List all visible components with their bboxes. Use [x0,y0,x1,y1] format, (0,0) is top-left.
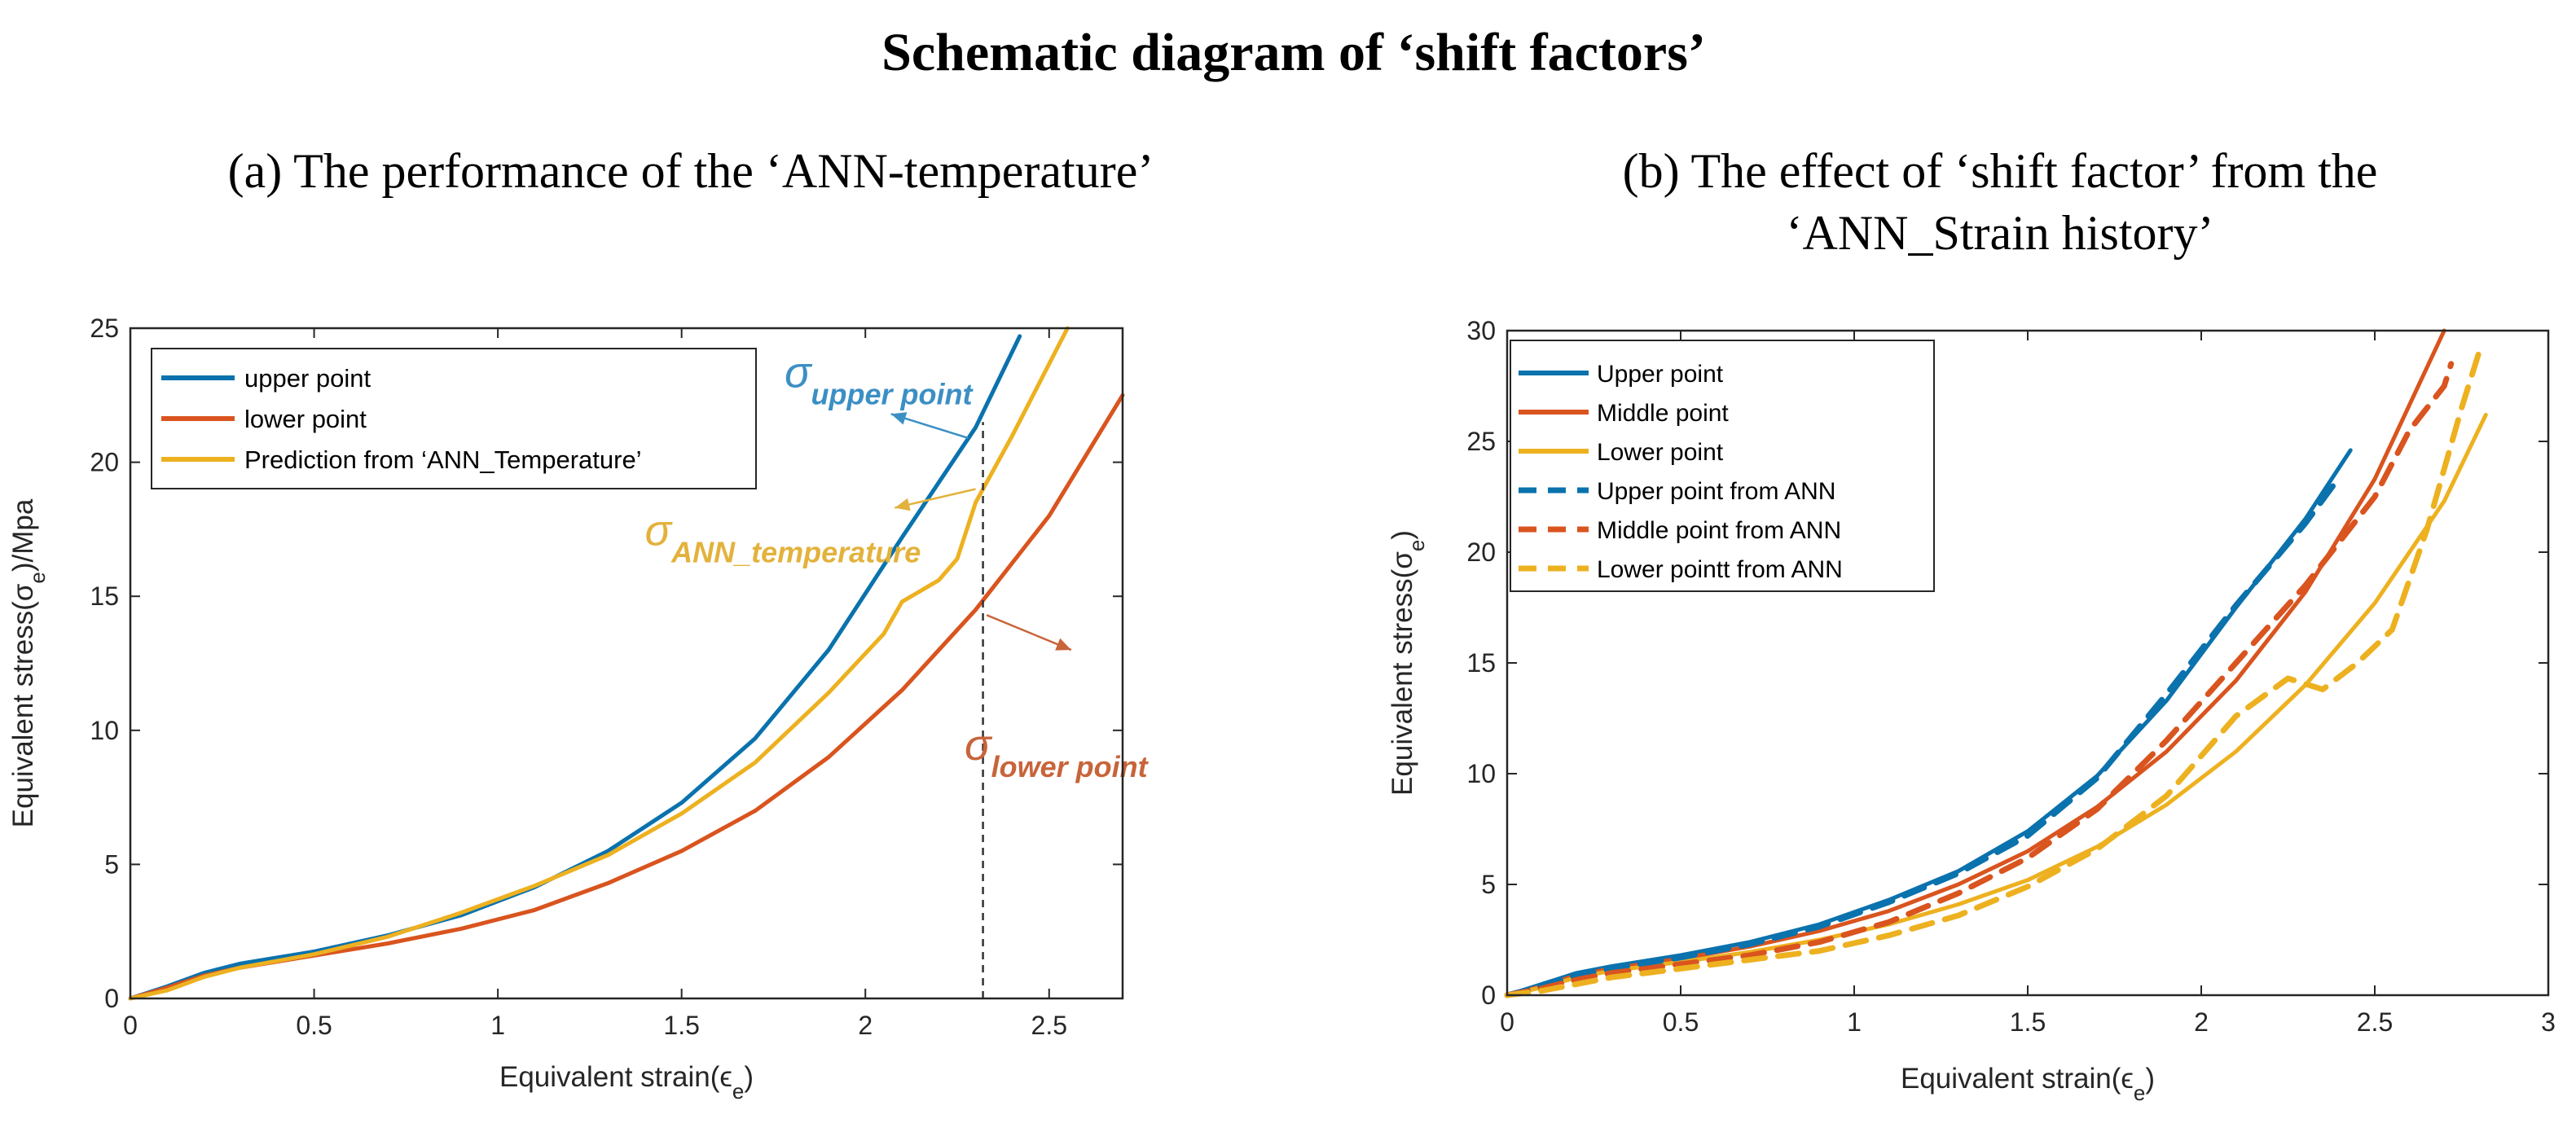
chart-b-lines [1504,328,2488,998]
chart-a-lines [128,326,1125,1001]
legend-label-lower-point: lower point [244,405,367,433]
y-tick-label: 0 [104,984,119,1013]
annotation-arrow-head [895,498,911,511]
x-tick-label: 0 [123,1011,138,1040]
legend-label-upper-point: upper point [244,364,371,393]
y-tick-label: 20 [1466,537,1496,567]
y-tick-label: 5 [1481,870,1496,899]
x-tick-label: 2 [2194,1007,2209,1037]
y-tick-label: 25 [90,314,119,343]
x-tick-label: 1 [490,1011,505,1040]
legend-label-lower-point-ann: Lower pointt from ANN [1597,556,1843,583]
series-line-prediction-from-ann-temperature [128,326,1070,1001]
chart-b-x-axis-label: Equivalent strain(ϵe) [1901,1063,2155,1105]
chart-a-axes-box [129,327,1124,1000]
annotation-sigma-ann-temperature: σANN_temperature [645,507,921,569]
y-tick-label: 25 [1466,427,1496,456]
y-tick-label: 0 [1481,981,1496,1010]
legend-label-middle-point: Middle point [1597,400,1729,427]
legend-label-upper-point-ann: Upper point from ANN [1597,478,1835,505]
figure-title: Schematic diagram of ‘shift factors’ [881,23,1706,82]
x-tick-label: 3 [2541,1007,2556,1037]
chart-b-legend: Upper point Middle point Lower point Upp… [1510,340,1935,592]
x-tick-label: 1 [1847,1007,1862,1037]
chart-b-legend-box [1510,340,1935,592]
x-tick-label: 2 [858,1011,873,1040]
chart-a-x-axis-label: Equivalent strain(ϵe) [499,1061,754,1103]
chart-a: 0 0.5 1 1.5 2 2.5 0 5 10 15 20 25 σupper point σANN_… [7,314,1150,1103]
y-tick-label: 10 [90,716,119,745]
x-tick-label: 1.5 [663,1011,699,1040]
annotation-arrow-shaft [986,614,1072,652]
y-tick-label: 5 [104,849,119,879]
annotation-arrow-head [890,412,908,425]
chart-a-legend-box [151,348,757,489]
x-tick-label: 2.5 [1031,1011,1067,1040]
annotation-sigma-upper-point: σupper point [785,348,974,410]
chart-b-axes-box [1506,329,2550,997]
chart-b-y-axis-label: Equivalent stress(σe) [1387,530,1429,796]
y-tick-label: 15 [90,581,119,611]
x-tick-label: 2.5 [2357,1007,2393,1037]
y-tick-label: 20 [90,448,119,477]
chart-b-title-line2: ‘ANN_Strain history’ [1787,206,2214,260]
series-line-upper-point-from-ann [1504,482,2336,998]
chart-a-legend: upper point lower point Prediction from … [151,348,757,489]
legend-label-ann-temperature: Prediction from ‘ANN_Temperature’ [244,445,642,474]
series-line-lower-pointt-from-ann [1504,349,2482,998]
chart-a-ticks: 0 0.5 1 1.5 2 2.5 0 5 10 15 20 25 [90,314,1123,1040]
x-tick-label: 1.5 [2010,1007,2046,1037]
x-tick-label: 0.5 [1663,1007,1699,1037]
legend-label-upper-point-b: Upper point [1597,361,1724,388]
series-line-lower-point [1505,412,2488,998]
chart-b-title-line1: (b) The effect of ‘shift factor’ from th… [1623,144,2378,198]
legend-label-lower-point-b: Lower point [1597,439,1724,466]
x-tick-label: 0.5 [296,1011,332,1040]
y-tick-label: 30 [1466,316,1496,345]
y-tick-label: 10 [1466,759,1496,788]
series-line-middle-point-from-ann [1504,361,2455,998]
legend-label-middle-point-ann: Middle point from ANN [1597,517,1841,544]
chart-a-y-axis-label: Equivalent stress(σe)/Mpa [7,498,50,827]
chart-a-title: (a) The performance of the ‘ANN-temperat… [228,144,1154,198]
annotation-arrow-head [1055,638,1071,651]
x-tick-label: 0 [1500,1007,1514,1037]
y-tick-label: 15 [1466,648,1496,678]
